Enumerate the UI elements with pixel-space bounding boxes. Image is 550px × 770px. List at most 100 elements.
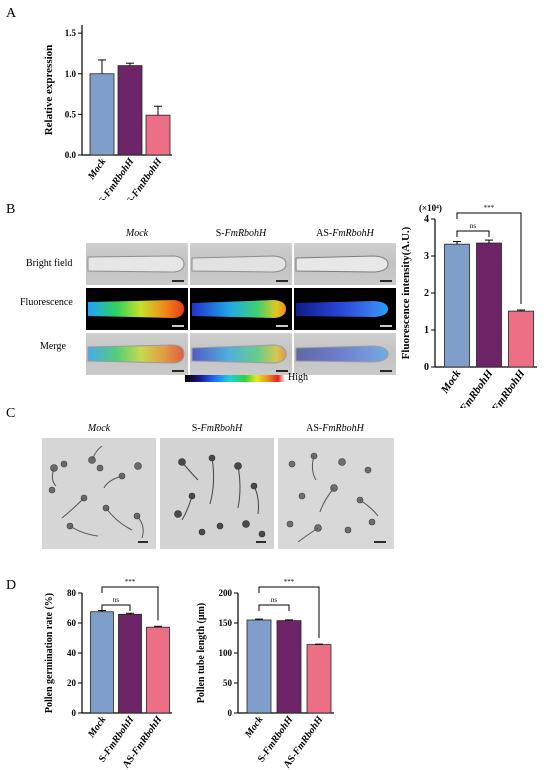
significance-bracket (456, 230, 490, 237)
y-tick-label: 60 (67, 618, 77, 628)
y-axis-label: Pollen tube length (μm) (196, 603, 207, 703)
panel-b-col-as: AS-FmRbohH (294, 228, 396, 239)
category-label: Mock (438, 367, 463, 396)
bar (508, 310, 534, 368)
category-gene: Mock (85, 714, 108, 740)
chart-b-fluorescence-intensity: 0 1 2 3 4 Fluorescence intensity(A.U.) (×10⁴) M… (400, 203, 537, 408)
y-tick-label: 100 (219, 648, 233, 658)
y-tick-label: 0 (424, 362, 429, 373)
category-prefix: AS- (121, 193, 139, 200)
y-axis-label: Relative expression (43, 45, 55, 136)
bar (444, 243, 470, 368)
significance-label: ns (470, 222, 477, 230)
row-label-fluorescence: Fluorescence (20, 297, 73, 308)
col-gene: FmRbohH (224, 228, 267, 239)
bright-field-mock (86, 243, 188, 285)
y-tick-label: 1.5 (65, 28, 77, 38)
significance-label: ns (271, 596, 278, 604)
bar (90, 611, 114, 714)
col-gene: Mock (125, 228, 149, 239)
col-gene: Mock (87, 423, 111, 434)
merge-s (190, 333, 292, 375)
panel-label-d: D (6, 578, 17, 593)
category-gene: Mock (242, 714, 265, 740)
panel-c-micrographs (42, 438, 394, 549)
bar (117, 65, 143, 156)
bar (276, 620, 302, 714)
bar (89, 73, 115, 156)
pollen-image-mock (42, 438, 156, 549)
panel-b-colorbar (185, 375, 285, 382)
pollen-image-as (278, 438, 394, 549)
y-tick-label: 80 (67, 588, 77, 598)
bar (118, 613, 142, 714)
significance-label: *** (484, 204, 495, 212)
y-axis-label: Fluorescence intensity(A.U.) (400, 226, 412, 359)
y-tick-label: 4 (424, 214, 429, 225)
category-gene: FmRbohH (489, 367, 528, 408)
y-tick-label: 0 (72, 708, 77, 718)
panel-b-col-s: S-FmRbohH (190, 228, 292, 239)
bar (145, 114, 171, 156)
merge-as (294, 333, 396, 375)
y-tick-label: 20 (67, 678, 77, 688)
y-axis-unit: (×10⁴) (419, 203, 442, 213)
y-tick-label: 3 (424, 251, 429, 262)
bar (476, 242, 502, 368)
significance-bracket (456, 212, 522, 305)
panel-label-c: C (6, 406, 16, 421)
category-label: Mock (85, 714, 108, 740)
fluorescence-as (294, 288, 396, 330)
significance-bracket (101, 604, 131, 611)
y-tick-label: 1.0 (65, 69, 77, 79)
col-gene: FmRbohH (200, 423, 243, 434)
col-prefix: S- (215, 228, 225, 239)
category-gene: Mock (85, 156, 108, 182)
category-gene: Mock (438, 367, 463, 396)
col-prefix: S- (191, 423, 201, 434)
y-axis-label: Pollen germination rate (%) (44, 593, 55, 713)
colorbar-high-label: High (288, 372, 308, 383)
bar (306, 644, 332, 714)
y-tick-label: 200 (219, 588, 233, 598)
panel-c-col-mock: Mock (42, 423, 156, 434)
bright-field-as (294, 243, 396, 285)
col-prefix: AS- (306, 423, 323, 434)
significance-bracket (101, 586, 159, 621)
panel-c-col-as: AS-FmRbohH (278, 423, 392, 434)
y-tick-label: 2 (424, 288, 429, 299)
category-label: Mock (85, 156, 108, 182)
significance-label: *** (125, 578, 136, 586)
bar (146, 626, 170, 714)
panel-b-col-mock: Mock (86, 228, 188, 239)
col-gene: FmRbohH (322, 423, 364, 434)
y-tick-label: 50 (223, 678, 233, 688)
y-tick-label: 40 (67, 648, 77, 658)
panel-b-micrograph-grid (86, 243, 396, 375)
row-label-bright-field: Bright field (26, 258, 73, 269)
chart-d-germination-rate: 0 20 40 60 80 Pollen germination rate (%) Mock… (44, 578, 172, 770)
category-prefix: S- (97, 193, 111, 200)
category-gene: FmRbohH (457, 367, 496, 408)
significance-label: *** (284, 578, 295, 586)
y-tick-label: 150 (219, 618, 233, 628)
row-label-merge: Merge (40, 341, 66, 352)
pollen-image-s (160, 438, 274, 549)
y-tick-label: 0.5 (65, 109, 77, 119)
significance-label: ns (113, 596, 120, 604)
bright-field-s (190, 243, 292, 285)
category-label: Mock (242, 714, 265, 740)
fluorescence-mock (86, 288, 188, 330)
bar (246, 619, 272, 714)
panel-label-a: A (6, 6, 17, 21)
significance-bracket (258, 586, 320, 639)
y-tick-label: 1 (424, 325, 429, 336)
panel-label-b: B (6, 202, 16, 217)
significance-bracket (258, 604, 290, 611)
merge-mock (86, 333, 188, 375)
fluorescence-s (190, 288, 292, 330)
panel-c-col-s: S-FmRbohH (160, 423, 274, 434)
col-prefix: AS- (316, 228, 333, 239)
y-tick-label: 0.0 (65, 150, 77, 160)
